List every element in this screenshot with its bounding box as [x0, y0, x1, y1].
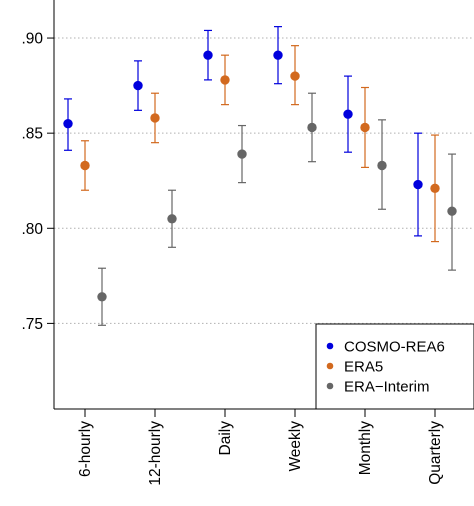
- y-tick-label: .75: [21, 316, 43, 333]
- data-point: [150, 113, 160, 123]
- data-point: [273, 50, 283, 60]
- data-point: [343, 109, 353, 119]
- legend-marker: [326, 342, 334, 350]
- legend-label: COSMO-REA6: [344, 339, 445, 356]
- legend: COSMO-REA6 ERA5 ERA−Interim: [315, 323, 474, 410]
- data-point: [430, 183, 440, 194]
- legend-label: ERA−Interim: [344, 379, 429, 396]
- y-tick-label: .80: [21, 221, 43, 238]
- legend-marker: [326, 382, 334, 390]
- x-tick-label: Daily: [217, 421, 234, 456]
- series-1: [63, 26, 423, 237]
- x-tick-label: Monthly: [357, 421, 374, 476]
- data-point: [307, 122, 317, 133]
- data-point: [290, 71, 300, 81]
- legend-label: ERA5: [344, 359, 383, 376]
- x-tick-label: Quarterly: [427, 421, 444, 485]
- data-point: [203, 50, 213, 60]
- data-point: [167, 214, 177, 224]
- series-3: [97, 92, 457, 326]
- gridlines: [54, 37, 474, 324]
- series-2: [80, 45, 440, 243]
- x-tick-label: 6-hourly: [77, 421, 94, 477]
- axes: .75 .80 .85 .90 6-hourly 12-hourly Daily Weekly…: [21, 0, 474, 486]
- data-point: [80, 160, 90, 171]
- data-point: [237, 149, 247, 159]
- data-point: [360, 122, 370, 133]
- data-point: [413, 179, 423, 190]
- y-tick-label: .85: [21, 126, 43, 143]
- x-tick-label: Weekly: [287, 421, 304, 472]
- data-point: [220, 75, 230, 85]
- y-tick-label: .90: [21, 31, 43, 48]
- legend-box: [315, 323, 474, 410]
- x-tick-label: 12-hourly: [147, 421, 164, 486]
- data-point: [63, 118, 73, 129]
- data-point: [133, 80, 143, 91]
- data-series: [63, 26, 457, 326]
- data-point: [97, 292, 107, 302]
- data-point: [377, 160, 387, 171]
- legend-marker: [326, 362, 334, 370]
- data-point: [447, 206, 457, 216]
